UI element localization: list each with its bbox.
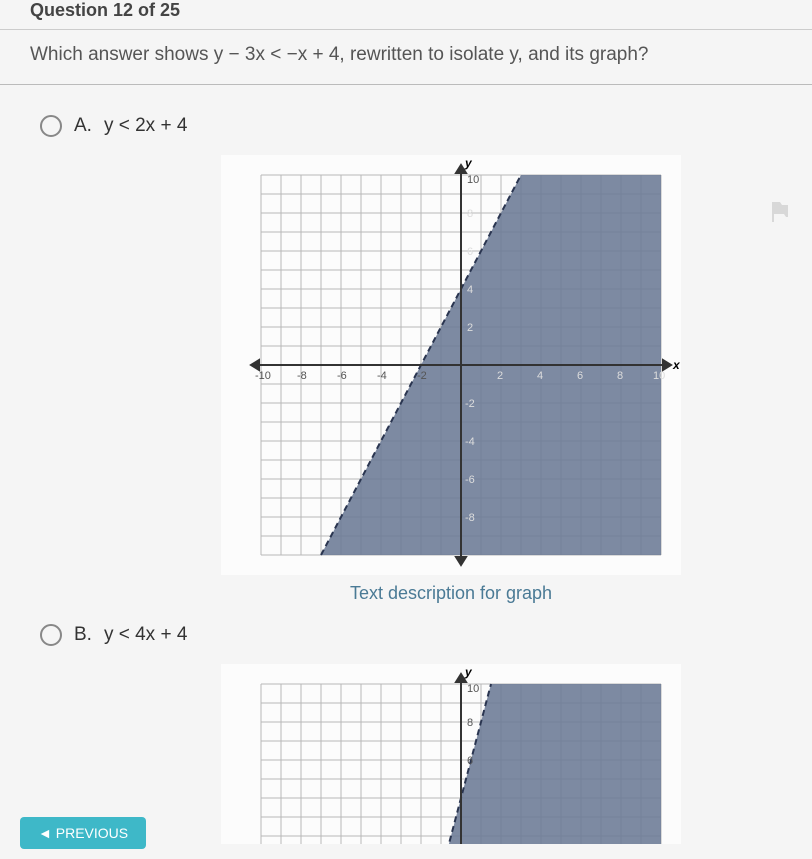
svg-text:6: 6: [467, 246, 473, 258]
answer-option-a: A. y < 2x + 4: [40, 115, 772, 604]
svg-text:-2: -2: [417, 370, 427, 382]
y-axis-label-b: y: [464, 665, 473, 679]
svg-text:-10: -10: [255, 370, 271, 382]
svg-text:6: 6: [577, 370, 583, 382]
option-row-a[interactable]: A. y < 2x + 4: [40, 115, 772, 137]
svg-text:-6: -6: [337, 370, 347, 382]
graph-wrapper-b: y 6 8 10: [130, 664, 772, 844]
text-description-link-a[interactable]: Text description for graph: [350, 583, 552, 604]
radio-b[interactable]: [40, 624, 62, 646]
graph-a: y x -10 -8 -6 -4 -2 2 4 6 8 10: [221, 155, 681, 575]
svg-text:6: 6: [467, 755, 473, 767]
svg-text:10: 10: [467, 174, 479, 186]
option-equation-b: y < 4x + 4: [104, 624, 187, 646]
svg-text:8: 8: [617, 370, 623, 382]
y-axis-label-a: y: [464, 156, 473, 170]
option-letter-a: A.: [74, 115, 92, 137]
svg-text:8: 8: [467, 208, 473, 220]
svg-text:-4: -4: [377, 370, 387, 382]
svg-text:10: 10: [653, 370, 665, 382]
option-row-b[interactable]: B. y < 4x + 4: [40, 624, 772, 646]
prev-button[interactable]: ◄ PREVIOUS: [20, 817, 146, 849]
x-axis-label-a: x: [672, 358, 681, 372]
answers-container: A. y < 2x + 4: [0, 85, 812, 844]
svg-text:-2: -2: [465, 398, 475, 410]
svg-text:8: 8: [467, 717, 473, 729]
question-text: Which answer shows y − 3x < −x + 4, rewr…: [0, 30, 812, 85]
svg-text:10: 10: [467, 683, 479, 695]
question-counter: Question 12 of 25: [0, 0, 812, 30]
svg-text:4: 4: [467, 284, 473, 296]
svg-text:-6: -6: [465, 474, 475, 486]
radio-a[interactable]: [40, 115, 62, 137]
option-letter-b: B.: [74, 624, 92, 646]
svg-text:4: 4: [537, 370, 543, 382]
bottom-bar: ◄ PREVIOUS: [0, 817, 166, 859]
answer-option-b: B. y < 4x + 4: [40, 624, 772, 844]
svg-text:-8: -8: [297, 370, 307, 382]
graph-wrapper-a: y x -10 -8 -6 -4 -2 2 4 6 8 10: [130, 155, 772, 604]
svg-text:-4: -4: [465, 436, 475, 448]
graph-b: y 6 8 10: [221, 664, 681, 844]
option-equation-a: y < 2x + 4: [104, 115, 187, 137]
svg-text:2: 2: [497, 370, 503, 382]
svg-text:2: 2: [467, 322, 473, 334]
flag-icon[interactable]: [768, 200, 792, 224]
svg-text:-8: -8: [465, 512, 475, 524]
